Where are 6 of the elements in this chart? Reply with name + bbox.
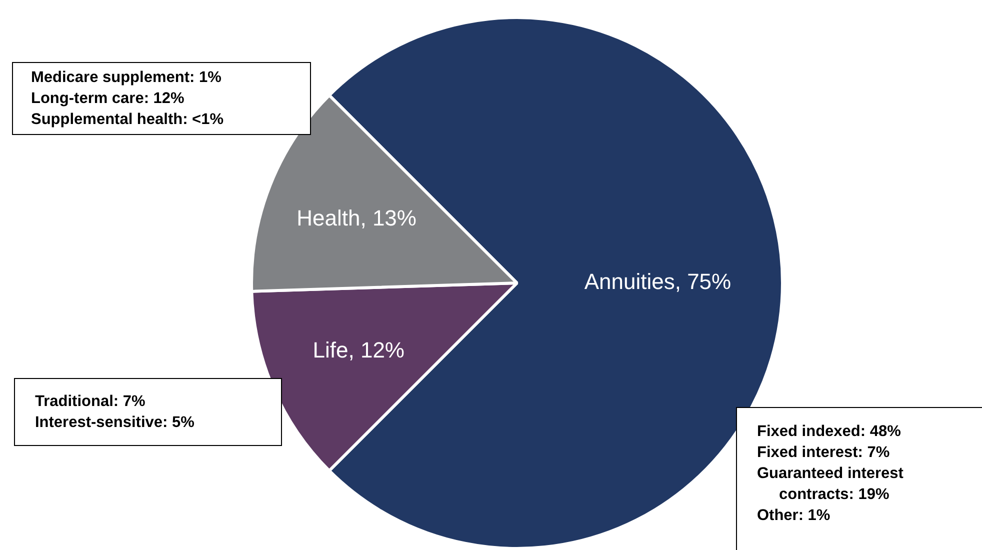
text: Traditional: 7% Interest-sensitive: 5% <box>35 392 196 433</box>
slice-label: Life, 12% <box>312 338 404 363</box>
slice-label: Annuities, 75% <box>584 269 732 294</box>
slice-label: Health, 13% <box>296 206 416 231</box>
text: Fixed indexed: 48% Fixed interest: 7% Guaranteed interest contracts: 19% Other: 1% <box>757 422 904 526</box>
text: Medicare supplement: 1% Long-term care: 12% Supplemental health: <1% <box>31 68 225 130</box>
